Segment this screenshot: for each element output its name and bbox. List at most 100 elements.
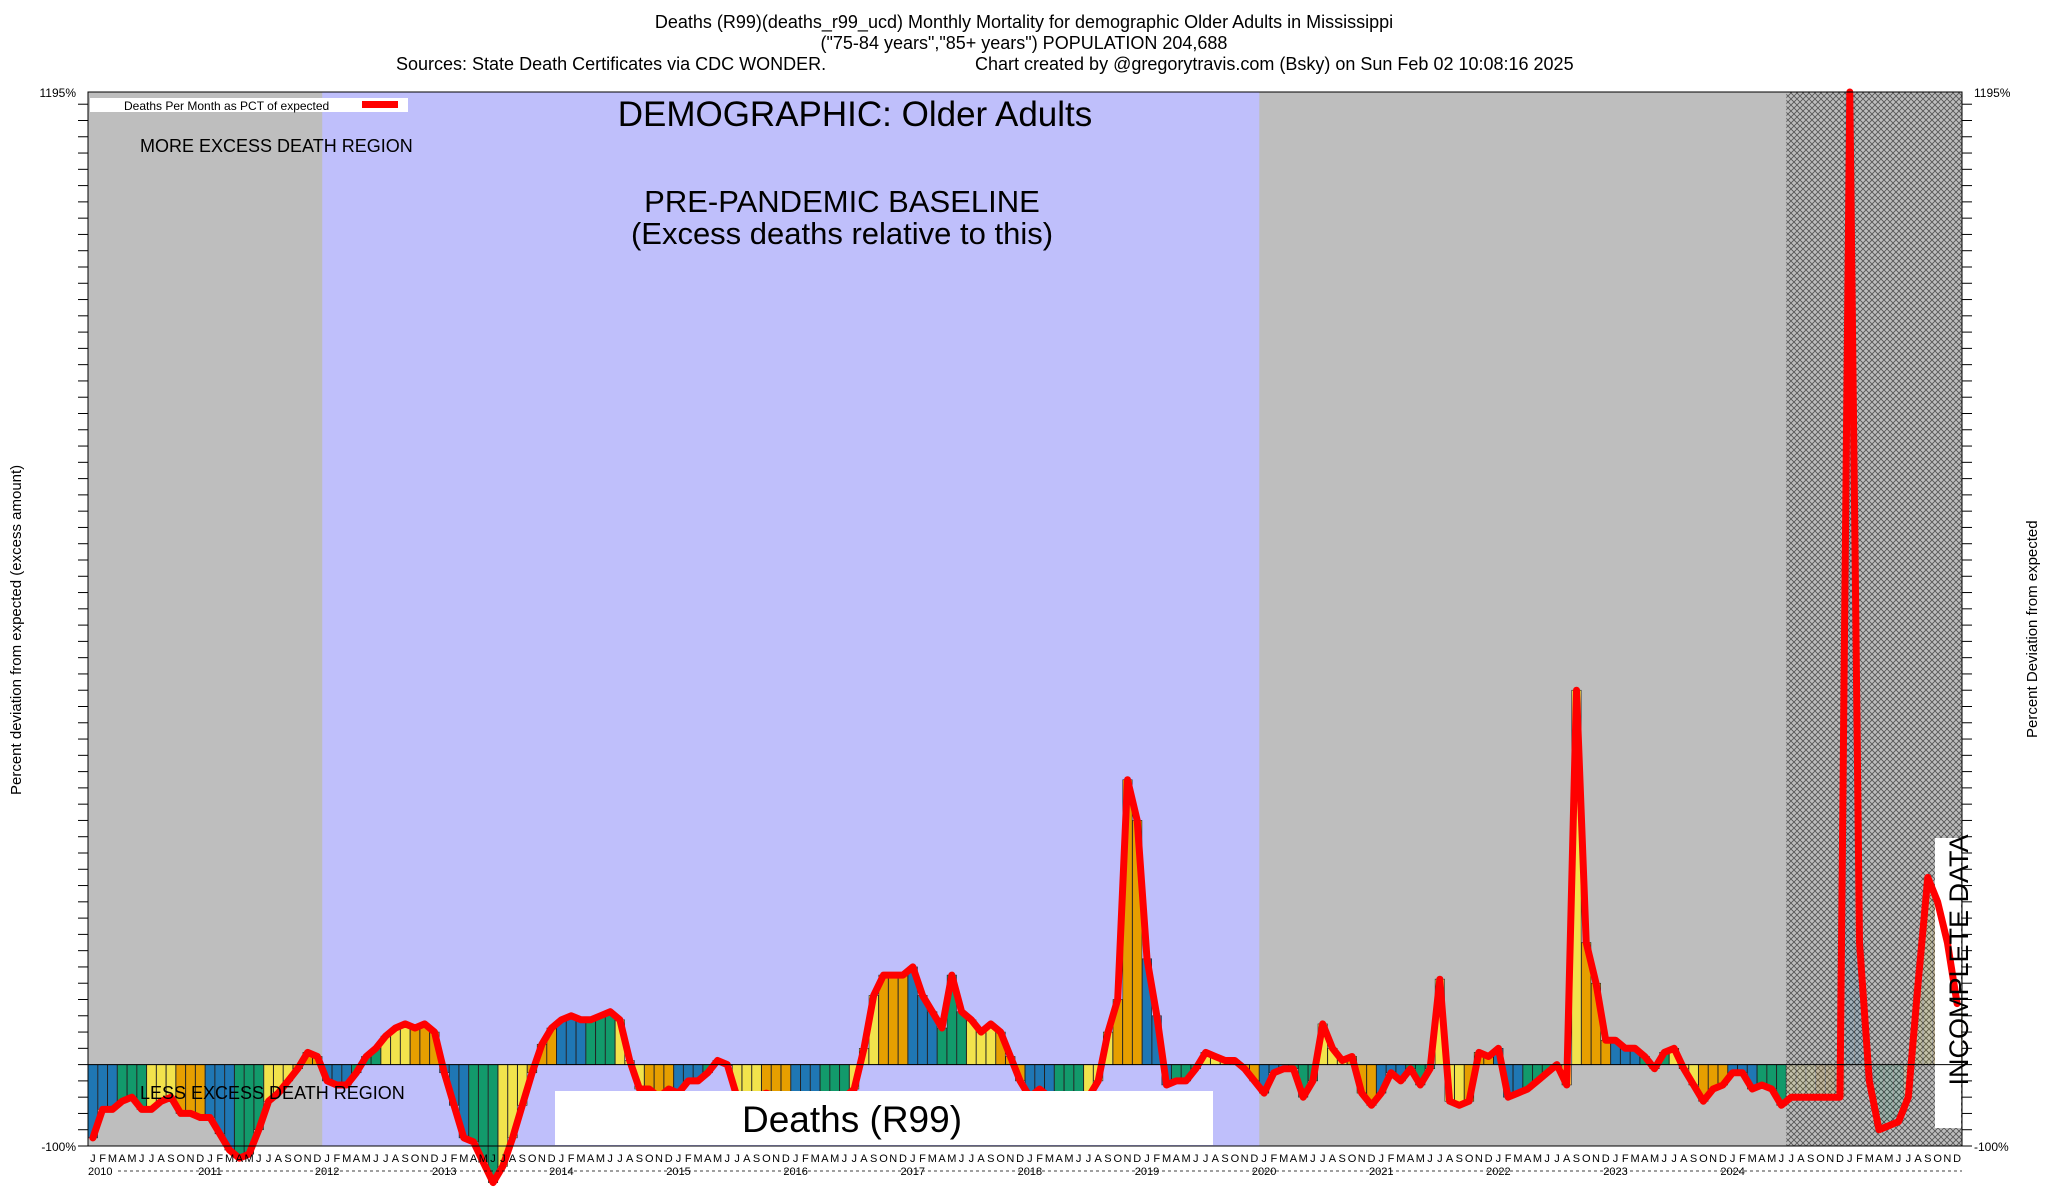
x-tick-month: J <box>734 1153 740 1165</box>
x-tick-month: M <box>1299 1153 1308 1165</box>
legend-swatch <box>362 101 398 108</box>
x-tick-month: A <box>158 1153 166 1165</box>
cause-box <box>555 1091 1213 1145</box>
x-tick-month: M <box>713 1153 722 1165</box>
x-tick-month: A <box>1212 1153 1220 1165</box>
x-tick-month: A <box>1758 1153 1766 1165</box>
bar <box>976 1031 987 1065</box>
x-tick-month: A <box>1095 1153 1103 1165</box>
x-tick-month: J <box>1144 1153 1150 1165</box>
x-tick-month: F <box>685 1153 692 1165</box>
x-tick-month: M <box>127 1153 136 1165</box>
x-tick-month: O <box>1699 1153 1708 1165</box>
x-tick-month: J <box>559 1153 565 1165</box>
x-tick-month: J <box>851 1153 857 1165</box>
x-tick-month: A <box>704 1153 712 1165</box>
x-tick-month: A <box>1407 1153 1415 1165</box>
x-tick-month: O <box>645 1153 654 1165</box>
x-tick-month: M <box>1045 1153 1054 1165</box>
x-tick-month: M <box>928 1153 937 1165</box>
x-tick-month: A <box>587 1153 595 1165</box>
x-tick-month: F <box>1856 1153 1863 1165</box>
x-tick-month: J <box>1554 1153 1560 1165</box>
x-tick-month: J <box>969 1153 975 1165</box>
x-tick-month: J <box>1896 1153 1902 1165</box>
less-excess-region-label: LESS EXCESS DEATH REGION <box>140 1083 405 1103</box>
x-tick-month: D <box>1485 1153 1493 1165</box>
x-tick-month: O <box>1933 1153 1942 1165</box>
x-tick-month: J <box>1027 1153 1033 1165</box>
chart-subtitle: ("75-84 years","85+ years") POPULATION 2… <box>820 33 1228 53</box>
x-tick-month: F <box>216 1153 223 1165</box>
x-tick-month: M <box>244 1153 253 1165</box>
x-tick-month: A <box>118 1153 126 1165</box>
x-tick-month: O <box>294 1153 303 1165</box>
x-tick-month: A <box>392 1153 400 1165</box>
x-tick-month: A <box>626 1153 634 1165</box>
x-tick-month: J <box>1203 1153 1209 1165</box>
x-tick-month: J <box>149 1153 155 1165</box>
x-tick-month: M <box>1767 1153 1776 1165</box>
x-tick-month: O <box>1582 1153 1591 1165</box>
x-tick-month: M <box>225 1153 234 1165</box>
x-tick-month: N <box>538 1153 546 1165</box>
bar <box>937 1027 948 1065</box>
x-tick-month: S <box>753 1153 760 1165</box>
x-tick-month: M <box>1513 1153 1522 1165</box>
x-tick-month: D <box>196 1153 204 1165</box>
x-tick-month: F <box>1153 1153 1160 1165</box>
x-tick-month: N <box>187 1153 195 1165</box>
x-tick-month: D <box>431 1153 439 1165</box>
bar <box>1600 1039 1611 1065</box>
x-tick-month: N <box>655 1153 663 1165</box>
x-tick-month: J <box>959 1153 965 1165</box>
x-tick-month: A <box>275 1153 283 1165</box>
x-tick-month: D <box>1719 1153 1727 1165</box>
x-tick-month: M <box>342 1153 351 1165</box>
x-tick-month: A <box>1914 1153 1922 1165</box>
x-tick-month: M <box>1396 1153 1405 1165</box>
bar <box>126 1064 137 1098</box>
x-tick-month: N <box>1475 1153 1483 1165</box>
x-tick-month: J <box>500 1153 506 1165</box>
x-tick-month: N <box>1826 1153 1834 1165</box>
x-tick-month: F <box>1739 1153 1746 1165</box>
bar <box>468 1064 479 1143</box>
x-tick-year: 2017 <box>901 1166 925 1178</box>
x-tick-month: A <box>1680 1153 1688 1165</box>
x-tick-month: D <box>1133 1153 1141 1165</box>
incomplete-data-label: INCOMPLETE DATA <box>1944 834 1974 1085</box>
x-tick-month: J <box>324 1153 330 1165</box>
x-tick-month: J <box>793 1153 799 1165</box>
x-tick-month: S <box>870 1153 877 1165</box>
bar <box>605 1011 616 1065</box>
more-excess-region-label: MORE EXCESS DEATH REGION <box>140 136 413 156</box>
x-tick-month: D <box>1016 1153 1024 1165</box>
incomplete-data-region <box>1786 92 1962 1146</box>
x-tick-month: J <box>1437 1153 1443 1165</box>
x-tick-month: J <box>139 1153 145 1165</box>
bar <box>585 1019 596 1065</box>
x-tick-month: J <box>607 1153 613 1165</box>
bar <box>1454 1064 1465 1106</box>
x-tick-month: F <box>1271 1153 1278 1165</box>
y-tick-label-bottom-left: -100% <box>41 1140 76 1154</box>
bar <box>224 1064 235 1151</box>
x-tick-month: D <box>1836 1153 1844 1165</box>
bar <box>1034 1064 1045 1090</box>
x-tick-month: O <box>996 1153 1005 1165</box>
bar <box>575 1019 586 1065</box>
x-tick-month: J <box>1427 1153 1433 1165</box>
x-tick-month: S <box>167 1153 174 1165</box>
x-tick-month: J <box>1193 1153 1199 1165</box>
x-tick-month: N <box>1006 1153 1014 1165</box>
cause-label: Deaths (R99) <box>742 1099 962 1140</box>
x-tick-month: A <box>1524 1153 1532 1165</box>
x-tick-year: 2019 <box>1135 1166 1159 1178</box>
x-tick-month: O <box>762 1153 771 1165</box>
bar <box>761 1064 772 1094</box>
x-tick-month: M <box>811 1153 820 1165</box>
x-tick-month: A <box>1329 1153 1337 1165</box>
x-tick-month: M <box>362 1153 371 1165</box>
